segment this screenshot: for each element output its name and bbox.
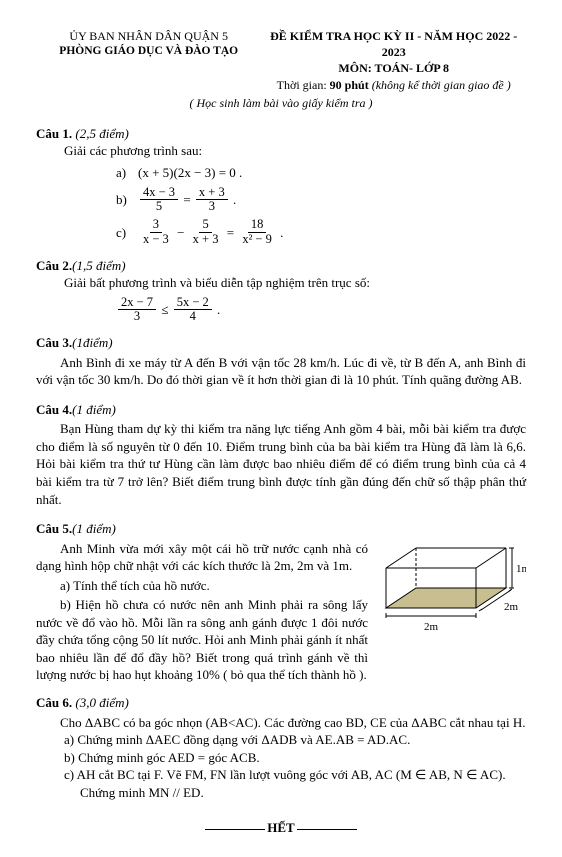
q3-title: Câu 3.(1điểm) xyxy=(36,334,526,352)
q1c-frac2: 5x + 3 xyxy=(190,218,222,247)
q1c-frac3: 18x² − 9 xyxy=(239,218,275,247)
q2-eq: 2x − 73 ≤ 5x − 24 . xyxy=(116,296,526,325)
q5b: b) Hiện hồ chưa có nước nên anh Minh phả… xyxy=(36,596,368,684)
q2-prompt: Giải bất phương trình và biểu diễn tập n… xyxy=(64,274,526,292)
line-icon xyxy=(297,829,357,830)
q2-frac1: 2x − 73 xyxy=(118,296,156,325)
period: . xyxy=(214,301,221,319)
eq-sign: = xyxy=(223,224,237,242)
q5-num: Câu 5. xyxy=(36,521,72,536)
period: . xyxy=(230,191,237,209)
eq-sign: = xyxy=(180,191,194,209)
minus-sign: − xyxy=(174,224,188,242)
org-line1: ỦY BAN NHÂN DÂN QUẬN 5 xyxy=(36,28,261,44)
q1b-frac2: x + 33 xyxy=(196,186,228,215)
q6-intro: Cho ΔABC có ba góc nhọn (AB<AC). Các đườ… xyxy=(36,714,526,732)
q6-num: Câu 6. xyxy=(36,695,72,710)
line-icon xyxy=(205,829,265,830)
org-line2: PHÒNG GIÁO DỤC VÀ ĐÀO TẠO xyxy=(36,44,261,60)
q1-prompt: Giải các phương trình sau: xyxy=(64,142,526,160)
q1-num: Câu 1. xyxy=(36,126,72,141)
q1b: b) 4x − 35 = x + 33 . xyxy=(116,186,526,215)
exam-title: ĐỀ KIỂM TRA HỌC KỲ II - NĂM HỌC 2022 - 2… xyxy=(261,28,526,60)
q4-title: Câu 4.(1 điểm) xyxy=(36,401,526,419)
header: ỦY BAN NHÂN DÂN QUẬN 5 PHÒNG GIÁO DỤC VÀ… xyxy=(36,28,526,93)
q6a: a) Chứng minh ΔAEC đồng dạng với ΔADB và… xyxy=(64,731,526,749)
exam-time: Thời gian: 90 phút (không kể thời gian g… xyxy=(261,77,526,93)
q1-title: Câu 1. (2,5 điểm) xyxy=(36,125,526,143)
q5-figure: 1m 2m 2m xyxy=(376,538,526,684)
dim-h: 1m xyxy=(516,563,526,575)
q4-text: Bạn Hùng tham dự kỳ thi kiểm tra năng lự… xyxy=(36,420,526,508)
q1b-label: b) xyxy=(116,191,138,209)
q4-num: Câu 4. xyxy=(36,402,72,417)
q5-title: Câu 5.(1 điểm) xyxy=(36,520,526,538)
time-note: (không kể thời gian giao đề ) xyxy=(372,78,511,92)
leq-sign: ≤ xyxy=(158,301,172,319)
time-label: Thời gian: xyxy=(277,78,330,92)
het-text: HẾT xyxy=(267,820,294,835)
q1c-frac1: 3x − 3 xyxy=(140,218,172,247)
cuboid-icon: 1m 2m 2m xyxy=(376,538,526,668)
q5-textcol: Anh Minh vừa mới xây một cái hồ trữ nước… xyxy=(36,538,376,684)
q2-ineq: 2x − 73 ≤ 5x − 24 . xyxy=(116,296,526,325)
q2-frac2: 5x − 24 xyxy=(174,296,212,325)
q5-pts: (1 điểm) xyxy=(72,521,116,536)
period: . xyxy=(277,224,284,242)
footer-het: HẾT xyxy=(36,819,526,837)
q1-pts: (2,5 điểm) xyxy=(72,126,129,141)
header-left: ỦY BAN NHÂN DÂN QUẬN 5 PHÒNG GIÁO DỤC VÀ… xyxy=(36,28,261,93)
q1b-frac1: 4x − 35 xyxy=(140,186,178,215)
q1-equations: a) (x + 5)(2x − 3) = 0 . b) 4x − 35 = x … xyxy=(116,164,526,247)
q2-num: Câu 2. xyxy=(36,258,72,273)
q6-title: Câu 6. (3,0 điểm) xyxy=(36,694,526,712)
exam-subject: MÔN: TOÁN- LỚP 8 xyxy=(261,60,526,76)
q1c: c) 3x − 3 − 5x + 3 = 18x² − 9 . xyxy=(116,218,526,247)
q1c-label: c) xyxy=(116,224,138,242)
q1a-label: a) xyxy=(116,164,138,182)
q6c: c) AH cắt BC tại F. Vẽ FM, FN lần lượt v… xyxy=(64,766,526,784)
q1a: a) (x + 5)(2x − 3) = 0 . xyxy=(116,164,526,182)
header-right: ĐỀ KIỂM TRA HỌC KỲ II - NĂM HỌC 2022 - 2… xyxy=(261,28,526,93)
q6-pts: (3,0 điểm) xyxy=(72,695,129,710)
q3-pts: (1điểm) xyxy=(72,335,112,350)
q5-row: Anh Minh vừa mới xây một cái hồ trữ nước… xyxy=(36,538,526,684)
dim-d: 2m xyxy=(504,601,519,613)
q3-num: Câu 3. xyxy=(36,335,72,350)
q5a: a) Tính thể tích của hồ nước. xyxy=(36,577,368,595)
q3-text: Anh Bình đi xe máy từ A đến B với vận tố… xyxy=(36,354,526,389)
q1a-eq: (x + 5)(2x − 3) = 0 . xyxy=(138,164,242,182)
q5-intro: Anh Minh vừa mới xây một cái hồ trữ nước… xyxy=(36,540,368,575)
center-note: ( Học sinh làm bài vào giấy kiểm tra ) xyxy=(36,95,526,111)
q2-pts: (1,5 điểm) xyxy=(72,258,125,273)
q6b: b) Chứng minh góc AED = góc ACB. xyxy=(64,749,526,767)
q6c2: Chứng minh MN // ED. xyxy=(80,784,526,802)
q4-pts: (1 điểm) xyxy=(72,402,116,417)
q2-title: Câu 2.(1,5 điểm) xyxy=(36,257,526,275)
dim-w: 2m xyxy=(424,621,439,633)
time-value: 90 phút xyxy=(330,78,372,92)
